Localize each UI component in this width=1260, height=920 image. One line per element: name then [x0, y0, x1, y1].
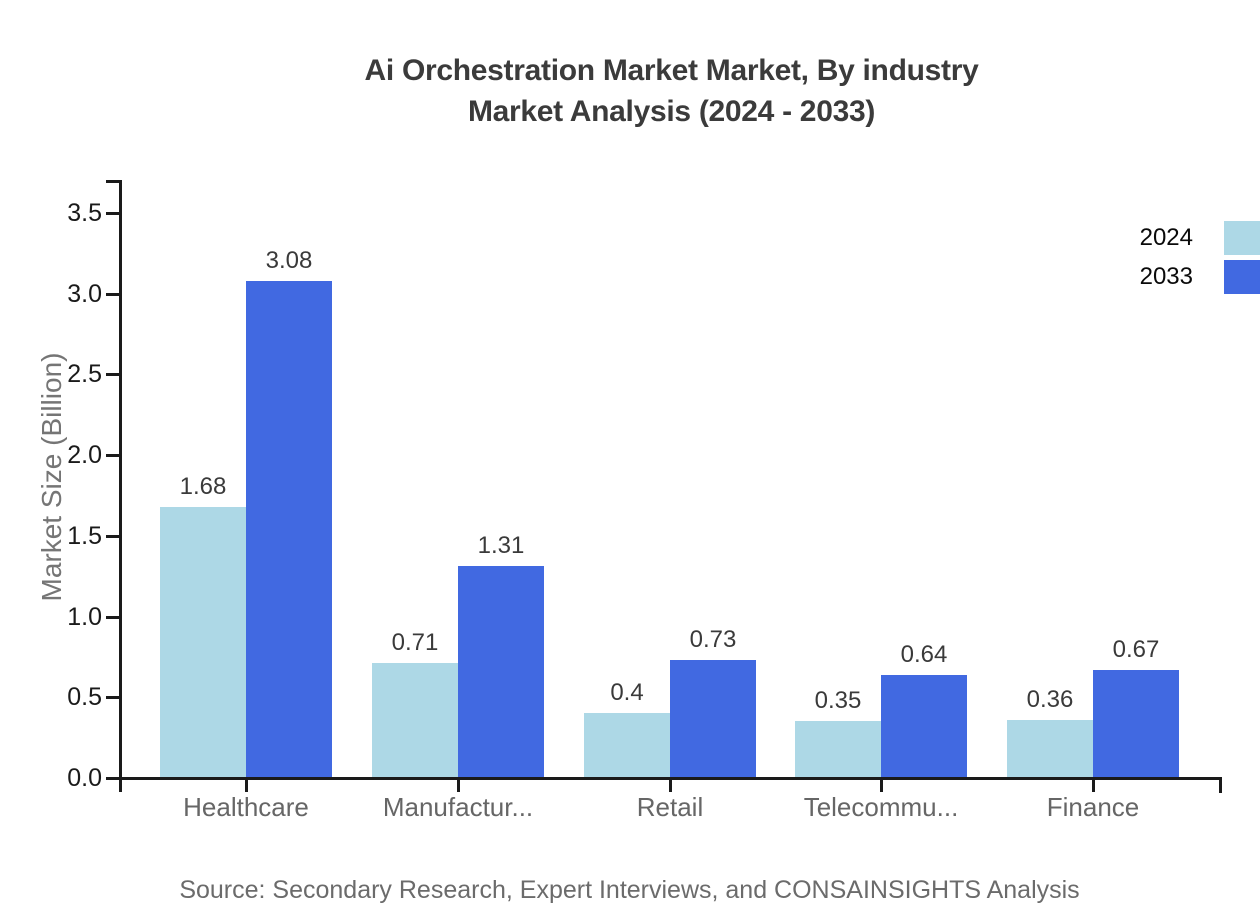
x-tick-healthcare — [245, 779, 248, 792]
value-label-2024-retail: 0.4 — [610, 679, 644, 706]
value-label-2024-healthcare: 1.68 — [179, 473, 227, 500]
bar-2033-retail — [670, 660, 756, 778]
y-tick-label-2.0: 2.0 — [67, 441, 102, 469]
bar-2024-finance — [1007, 720, 1093, 778]
x-tick-retail — [669, 779, 672, 792]
source-attribution: Source: Secondary Research, Expert Inter… — [179, 876, 1080, 904]
y-axis-end-tick — [106, 180, 119, 183]
y-tick-label-2.5: 2.5 — [67, 360, 102, 388]
y-tick-2.0 — [106, 454, 119, 457]
bar-2033-manufactur — [458, 566, 544, 778]
y-tick-1.5 — [106, 535, 119, 538]
bar-2033-healthcare — [246, 281, 332, 778]
x-category-label-manufactur: Manufactur... — [382, 792, 534, 822]
chart-title-line-2: Market Analysis (2024 - 2033) — [467, 95, 876, 128]
chart-title-line-1: Ai Orchestration Market Market, By indus… — [364, 54, 979, 87]
x-axis-line — [119, 777, 1222, 780]
bar-2024-telecommu — [795, 721, 881, 778]
x-tick-manufactur — [457, 779, 460, 792]
y-tick-label-3.5: 3.5 — [67, 199, 102, 227]
value-label-2033-telecommu: 0.64 — [900, 641, 948, 668]
y-tick-label-1.5: 1.5 — [67, 522, 102, 550]
y-tick-3.0 — [106, 293, 119, 296]
bar-2024-healthcare — [160, 507, 246, 778]
y-tick-label-0.5: 0.5 — [67, 683, 102, 711]
bar-2024-retail — [584, 713, 670, 778]
y-tick-label-3.0: 3.0 — [67, 280, 102, 308]
value-label-2033-finance: 0.67 — [1112, 636, 1160, 663]
x-tick-finance — [1092, 779, 1095, 792]
value-label-2033-retail: 0.73 — [689, 626, 737, 653]
chart-title: Ai Orchestration Market Market, By indus… — [121, 50, 1222, 132]
bar-2024-manufactur — [372, 663, 458, 778]
x-category-label-retail: Retail — [636, 792, 704, 822]
y-tick-3.5 — [106, 212, 119, 215]
y-tick-label-0.0: 0.0 — [67, 764, 102, 792]
y-tick-2.5 — [106, 373, 119, 376]
x-axis-end-tick — [1219, 778, 1222, 793]
x-tick-telecommu — [880, 779, 883, 792]
value-label-2033-healthcare: 3.08 — [265, 247, 313, 274]
value-label-2024-manufactur: 0.71 — [391, 629, 439, 656]
value-label-2024-finance: 0.36 — [1026, 686, 1074, 713]
value-label-2024-telecommu: 0.35 — [814, 687, 862, 714]
bar-2033-finance — [1093, 670, 1179, 778]
y-tick-1.0 — [106, 616, 119, 619]
x-category-label-healthcare: Healthcare — [183, 792, 309, 822]
x-category-label-finance: Finance — [1046, 792, 1140, 822]
bar-2033-telecommu — [881, 675, 967, 778]
x-category-label-telecommu: Telecommu... — [803, 792, 959, 822]
y-axis-line — [119, 180, 122, 792]
y-tick-label-1.0: 1.0 — [67, 603, 102, 631]
value-label-2033-manufactur: 1.31 — [477, 532, 525, 559]
y-tick-0.0 — [106, 777, 119, 780]
y-tick-0.5 — [106, 696, 119, 699]
